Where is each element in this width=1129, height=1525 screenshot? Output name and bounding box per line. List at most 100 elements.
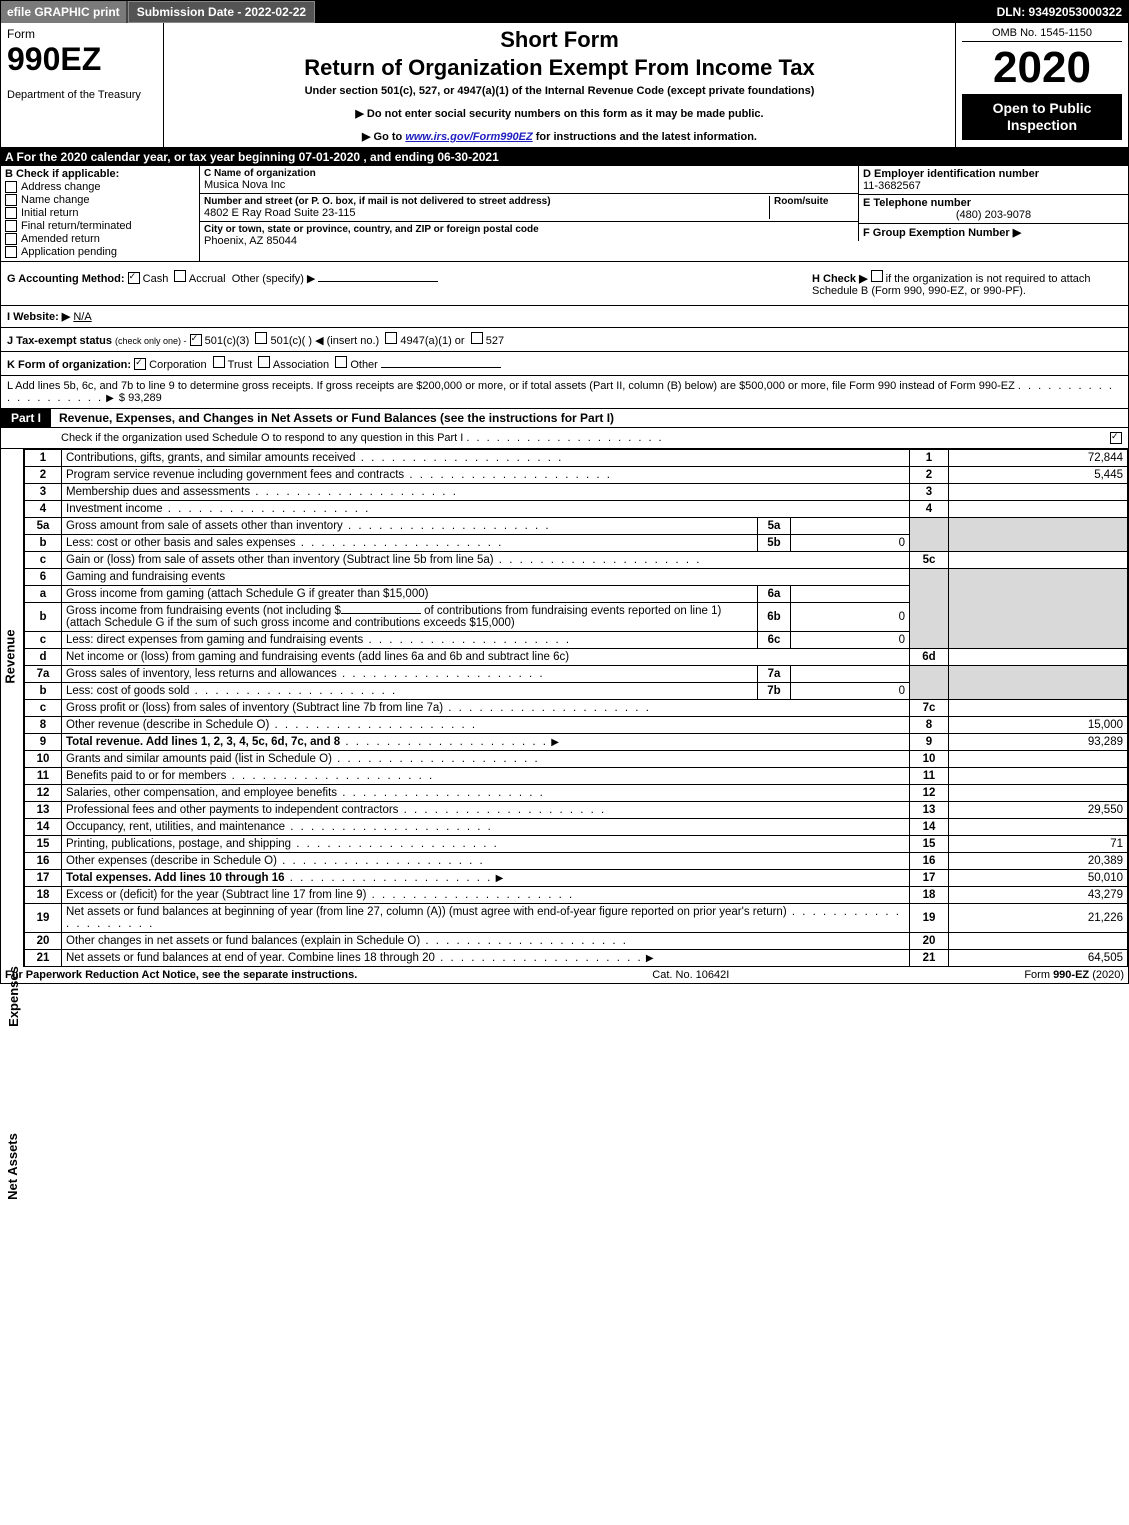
box-c: C Name of organization Musica Nova Inc N…	[200, 166, 858, 261]
checkbox-corporation[interactable]	[134, 358, 146, 370]
efile-print-button[interactable]: efile GRAPHIC print	[1, 1, 128, 23]
contributions-input[interactable]	[341, 613, 421, 614]
line-desc: Contributions, gifts, grants, and simila…	[62, 450, 910, 467]
checkbox-icon[interactable]	[5, 194, 17, 206]
checkbox-icon[interactable]	[5, 246, 17, 258]
arrow-icon	[496, 872, 506, 884]
checkbox-icon[interactable]	[5, 233, 17, 245]
grey-cell	[910, 666, 949, 700]
main-title: Return of Organization Exempt From Incom…	[170, 55, 949, 81]
goto-suffix: for instructions and the latest informat…	[533, 131, 757, 143]
lineno: 19	[25, 904, 62, 933]
entity-info-row: B Check if applicable: Address change Na…	[1, 166, 1128, 262]
line-numcol: 21	[910, 950, 949, 967]
accounting-label: G Accounting Method:	[7, 273, 125, 285]
lineno: b	[25, 603, 62, 632]
check-application-pending[interactable]: Application pending	[5, 246, 195, 258]
line-numcol: 16	[910, 853, 949, 870]
checkbox-4947[interactable]	[385, 332, 397, 344]
line-numcol: 12	[910, 785, 949, 802]
check-label: Application pending	[21, 246, 117, 258]
line-numcol: 13	[910, 802, 949, 819]
checkbox-icon[interactable]	[5, 207, 17, 219]
line-3: 3 Membership dues and assessments 3	[25, 484, 1128, 501]
line-desc: Gross sales of inventory, less returns a…	[62, 666, 758, 683]
lineno: 18	[25, 887, 62, 904]
line-value	[949, 552, 1128, 569]
lineno: 10	[25, 751, 62, 768]
footer: For Paperwork Reduction Act Notice, see …	[1, 967, 1128, 983]
grey-cell	[910, 569, 949, 649]
lineno: c	[25, 552, 62, 569]
form-ref-prefix: Form	[1024, 969, 1053, 981]
box-e: E Telephone number (480) 203-9078	[858, 195, 1128, 224]
check-address-change[interactable]: Address change	[5, 181, 195, 193]
checkbox-schedule-b[interactable]	[871, 270, 883, 282]
grey-cell	[949, 518, 1128, 552]
line-desc: Grants and similar amounts paid (list in…	[62, 751, 910, 768]
header-center: Short Form Return of Organization Exempt…	[164, 23, 956, 147]
checkbox-association[interactable]	[258, 356, 270, 368]
irs-link[interactable]: www.irs.gov/Form990EZ	[405, 131, 532, 143]
check-label: Amended return	[21, 233, 100, 245]
checkbox-icon[interactable]	[5, 181, 17, 193]
other-label: Other (specify) ▶	[232, 273, 316, 285]
line-desc: Less: cost of goods sold	[62, 683, 758, 700]
other-org-input[interactable]	[381, 367, 501, 368]
line-16: 16Other expenses (describe in Schedule O…	[25, 853, 1128, 870]
tax-exempt-label: J Tax-exempt status	[7, 335, 112, 347]
catalog-number: Cat. No. 10642I	[652, 969, 729, 981]
sub-value	[791, 586, 910, 603]
opt-4947: 4947(a)(1) or	[400, 335, 464, 347]
checkbox-icon[interactable]	[5, 220, 17, 232]
checkbox-accrual[interactable]	[174, 270, 186, 282]
line-numcol: 9	[910, 734, 949, 751]
sub-value	[791, 666, 910, 683]
line-numcol: 5c	[910, 552, 949, 569]
no-ssn-warning: ▶ Do not enter social security numbers o…	[170, 107, 949, 120]
checkbox-schedule-o[interactable]	[1110, 432, 1122, 444]
checkbox-527[interactable]	[471, 332, 483, 344]
checkbox-501c3[interactable]	[190, 334, 202, 346]
line-value: 50,010	[949, 870, 1128, 887]
accrual-label: Accrual	[189, 273, 226, 285]
line-numcol: 14	[910, 819, 949, 836]
paperwork-notice: For Paperwork Reduction Act Notice, see …	[5, 969, 357, 981]
line-19: 19Net assets or fund balances at beginni…	[25, 904, 1128, 933]
check-amended-return[interactable]: Amended return	[5, 233, 195, 245]
check-label: Final return/terminated	[21, 220, 132, 232]
arrow-icon	[106, 392, 116, 404]
lineno: 15	[25, 836, 62, 853]
line-numcol: 18	[910, 887, 949, 904]
line-value: 43,279	[949, 887, 1128, 904]
checkbox-501c[interactable]	[255, 332, 267, 344]
opt-corp: Corporation	[149, 359, 206, 371]
line-value: 20,389	[949, 853, 1128, 870]
line-numcol: 4	[910, 501, 949, 518]
check-final-return[interactable]: Final return/terminated	[5, 220, 195, 232]
line-numcol: 1	[910, 450, 949, 467]
lineno: 4	[25, 501, 62, 518]
checkbox-cash[interactable]	[128, 272, 140, 284]
topbar-spacer	[315, 1, 990, 23]
check-name-change[interactable]: Name change	[5, 194, 195, 206]
line-value: 71	[949, 836, 1128, 853]
form-label: Form	[7, 27, 157, 41]
line-9: 9 Total revenue. Add lines 1, 2, 3, 4, 5…	[25, 734, 1128, 751]
line-numcol: 7c	[910, 700, 949, 717]
line-6: 6 Gaming and fundraising events	[25, 569, 1128, 586]
line-20: 20Other changes in net assets or fund ba…	[25, 933, 1128, 950]
check-initial-return[interactable]: Initial return	[5, 207, 195, 219]
lineno: 12	[25, 785, 62, 802]
checkbox-other-org[interactable]	[335, 356, 347, 368]
other-specify-input[interactable]	[318, 281, 438, 282]
lineno: 14	[25, 819, 62, 836]
line-2: 2 Program service revenue including gove…	[25, 467, 1128, 484]
form-number: 990EZ	[7, 43, 157, 75]
line-desc: Gaming and fundraising events	[62, 569, 910, 586]
line-17: 17Total expenses. Add lines 10 through 1…	[25, 870, 1128, 887]
website-value: N/A	[73, 311, 91, 323]
checkbox-trust[interactable]	[213, 356, 225, 368]
header-right: OMB No. 1545-1150 2020 Open to Public In…	[956, 23, 1128, 147]
lineno: 5a	[25, 518, 62, 535]
